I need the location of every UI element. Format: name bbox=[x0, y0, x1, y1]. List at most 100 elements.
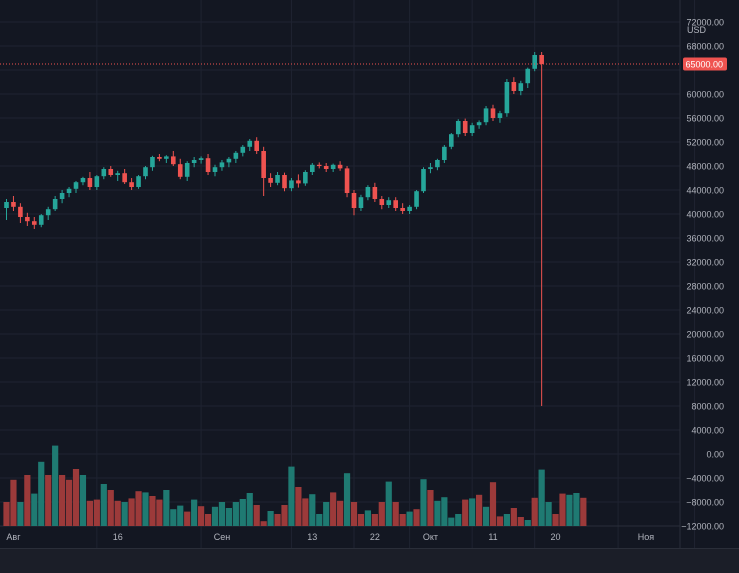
candle-down bbox=[122, 173, 127, 183]
volume-bar bbox=[184, 511, 191, 526]
candle-down bbox=[108, 169, 114, 175]
candle-down bbox=[171, 156, 176, 165]
volume-bar bbox=[406, 511, 413, 526]
candle-up bbox=[219, 162, 225, 168]
volume-bar bbox=[274, 514, 281, 526]
volume-bar bbox=[260, 521, 267, 526]
volume-bar bbox=[482, 506, 490, 526]
candle-up bbox=[80, 178, 86, 183]
volume-bar bbox=[211, 506, 219, 526]
volume-bar bbox=[170, 509, 177, 526]
volume-bar bbox=[524, 520, 531, 526]
candle-up bbox=[421, 169, 426, 192]
volume-bar bbox=[253, 505, 260, 526]
candle-up bbox=[407, 206, 412, 211]
candle-up bbox=[45, 209, 51, 216]
candle-up bbox=[358, 197, 364, 208]
time-tick-label: 20 bbox=[551, 532, 561, 542]
time-tick-label: Окт bbox=[423, 532, 438, 542]
volume-bar bbox=[350, 502, 358, 526]
price-tick-label: 60000.00 bbox=[686, 90, 724, 100]
candle-up bbox=[310, 164, 315, 172]
price-tick-label: 8000.00 bbox=[691, 402, 724, 412]
candle-up bbox=[442, 146, 447, 160]
volume-bar bbox=[45, 475, 52, 526]
grid-lines bbox=[0, 0, 696, 548]
volume-bar bbox=[573, 493, 580, 526]
volume-bar bbox=[441, 497, 448, 526]
candle-up bbox=[233, 152, 239, 159]
candle-down bbox=[337, 164, 343, 169]
candle-up bbox=[38, 215, 44, 225]
volume-bar bbox=[330, 492, 337, 526]
candle-up bbox=[150, 157, 155, 168]
volume-bar bbox=[246, 493, 253, 526]
last-price-badge: 65000.00 bbox=[683, 57, 727, 71]
candle-down bbox=[539, 55, 544, 64]
volume-bar bbox=[566, 494, 573, 526]
volume-bar bbox=[462, 499, 469, 526]
time-tick-label: 11 bbox=[488, 532, 497, 542]
volume-bar bbox=[343, 473, 351, 526]
volume-bar bbox=[17, 502, 24, 526]
candle-down bbox=[296, 180, 301, 184]
candle-up bbox=[212, 167, 218, 172]
candle-down bbox=[32, 221, 37, 225]
price-axis[interactable]: 72000.00 68000.00 60000.00 56000.00 52000.00… bbox=[681, 18, 724, 532]
volume-bar bbox=[489, 482, 497, 526]
volume-bar bbox=[65, 479, 73, 526]
volume-bar bbox=[448, 517, 455, 526]
candle-down bbox=[157, 157, 162, 159]
candle-up bbox=[101, 169, 107, 177]
volume-bars bbox=[3, 445, 587, 526]
volume-bar bbox=[204, 514, 212, 526]
candle-up bbox=[184, 163, 190, 177]
price-tick-label: −8000.00 bbox=[686, 498, 724, 508]
volume-bar bbox=[476, 494, 483, 526]
chart-background bbox=[0, 0, 739, 548]
volume-bar bbox=[427, 490, 434, 526]
candle-down bbox=[129, 182, 134, 187]
candle-up bbox=[469, 125, 475, 133]
candle-down bbox=[400, 208, 405, 211]
volume-bar bbox=[191, 499, 198, 526]
chart-canvas[interactable]: 72000.00 68000.00 60000.00 56000.00 52000.00… bbox=[0, 0, 739, 548]
price-tick-label: 36000.00 bbox=[686, 234, 724, 244]
candle-up bbox=[136, 176, 141, 187]
volume-bar bbox=[288, 466, 295, 526]
volume-bar bbox=[295, 487, 302, 526]
volume-bar bbox=[538, 469, 545, 526]
time-tick-label: Ноя bbox=[638, 532, 655, 542]
candle-up bbox=[66, 188, 72, 193]
volume-bar bbox=[107, 490, 114, 526]
volume-bar bbox=[364, 510, 371, 526]
time-tick-label: Сен bbox=[214, 532, 231, 542]
candle-up bbox=[73, 182, 79, 189]
candle-down bbox=[11, 202, 16, 207]
volume-bar bbox=[79, 475, 87, 526]
volume-bar bbox=[455, 514, 462, 526]
price-tick-label: −12000.00 bbox=[681, 522, 724, 532]
candle-up bbox=[52, 199, 58, 210]
candle-up bbox=[247, 140, 253, 147]
volume-bar bbox=[420, 479, 427, 526]
volume-bar bbox=[156, 499, 163, 526]
time-tick-label: 16 bbox=[113, 532, 123, 542]
candle-down bbox=[87, 178, 93, 187]
volume-bar bbox=[149, 496, 156, 526]
volume-bar bbox=[559, 493, 566, 526]
volume-bar bbox=[218, 502, 226, 526]
time-axis[interactable]: Авг 16 Сен 13 22 Окт 11 20 Ноя bbox=[6, 532, 654, 542]
candle-down bbox=[254, 140, 259, 151]
volume-bar bbox=[163, 490, 170, 526]
volume-bar bbox=[413, 509, 420, 526]
volume-bar bbox=[337, 500, 344, 526]
candle-up bbox=[330, 164, 336, 169]
candle-up bbox=[476, 122, 482, 126]
candle-up bbox=[449, 134, 454, 147]
candle-up bbox=[504, 82, 510, 114]
volume-bar bbox=[552, 514, 559, 526]
price-tick-label: 0.00 bbox=[706, 450, 724, 460]
price-tick-label: 40000.00 bbox=[686, 210, 724, 220]
